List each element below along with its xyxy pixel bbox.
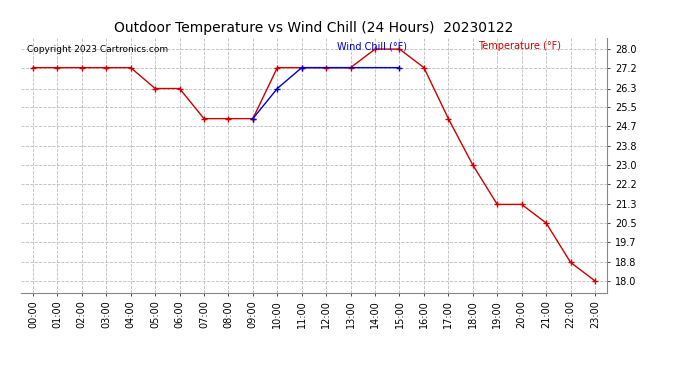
Line: Temperature (°F): Temperature (°F) <box>30 46 598 284</box>
Wind Chill (°F) <box>273 86 282 91</box>
Temperature (°F) <box>322 65 331 70</box>
Temperature (°F) <box>273 65 282 70</box>
Text: Temperature (°F): Temperature (°F) <box>478 41 561 51</box>
Temperature (°F) <box>542 221 550 225</box>
Temperature (°F) <box>102 65 110 70</box>
Temperature (°F) <box>395 47 404 51</box>
Wind Chill (°F) <box>297 65 306 70</box>
Wind Chill (°F) <box>248 116 257 121</box>
Temperature (°F) <box>224 116 233 121</box>
Temperature (°F) <box>297 65 306 70</box>
Temperature (°F) <box>518 202 526 207</box>
Temperature (°F) <box>126 65 135 70</box>
Temperature (°F) <box>175 86 184 91</box>
Temperature (°F) <box>493 202 502 207</box>
Line: Wind Chill (°F): Wind Chill (°F) <box>250 65 402 122</box>
Temperature (°F) <box>78 65 86 70</box>
Temperature (°F) <box>566 260 575 265</box>
Temperature (°F) <box>469 163 477 167</box>
Temperature (°F) <box>29 65 37 70</box>
Temperature (°F) <box>53 65 61 70</box>
Title: Outdoor Temperature vs Wind Chill (24 Hours)  20230122: Outdoor Temperature vs Wind Chill (24 Ho… <box>115 21 513 35</box>
Temperature (°F) <box>200 116 208 121</box>
Temperature (°F) <box>151 86 159 91</box>
Temperature (°F) <box>371 47 380 51</box>
Wind Chill (°F) <box>395 65 404 70</box>
Temperature (°F) <box>420 65 428 70</box>
Text: Copyright 2023 Cartronics.com: Copyright 2023 Cartronics.com <box>26 45 168 54</box>
Temperature (°F) <box>444 116 453 121</box>
Temperature (°F) <box>346 65 355 70</box>
Temperature (°F) <box>248 116 257 121</box>
Text: Wind Chill (°F): Wind Chill (°F) <box>337 41 407 51</box>
Temperature (°F) <box>591 279 599 283</box>
